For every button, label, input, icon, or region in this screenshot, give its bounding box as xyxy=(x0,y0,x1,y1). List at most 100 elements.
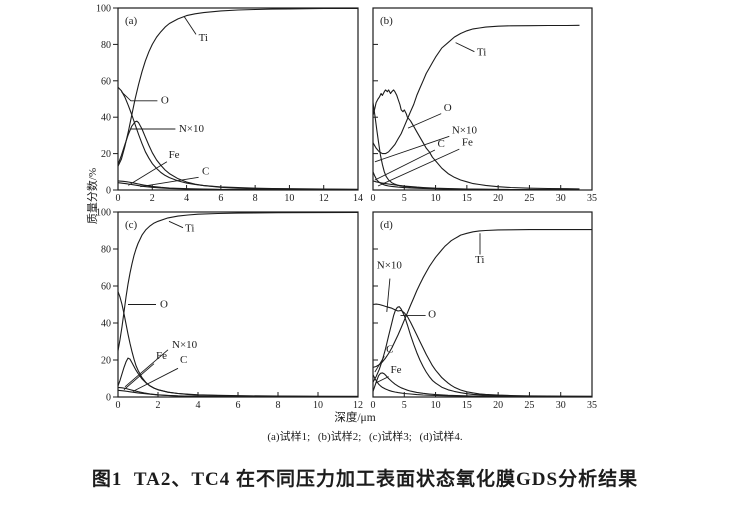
series-N×10 xyxy=(372,306,592,397)
x-tick-label: 30 xyxy=(556,193,566,204)
x-tick-label: 35 xyxy=(587,400,597,411)
series-label-C: C xyxy=(202,166,209,178)
x-tick-label: 20 xyxy=(493,193,503,204)
x-tick-label: 6 xyxy=(218,193,223,204)
leader-line-Ti xyxy=(455,42,475,53)
x-tick-label: 4 xyxy=(184,193,189,204)
panel-key-caption: (a)试样1; (b)试样2; (c)试样3; (d)试样4. xyxy=(267,431,463,443)
x-tick-label: 14 xyxy=(353,193,363,204)
x-tick-label: 2 xyxy=(156,400,161,411)
y-tick-label: 80 xyxy=(101,40,111,51)
series-label-O: O xyxy=(444,102,452,114)
series-Ti xyxy=(117,7,359,167)
leader-line-C xyxy=(140,176,199,188)
y-tick-label: 60 xyxy=(101,76,111,87)
series-N×10 xyxy=(117,120,359,191)
figure-caption: 图1 TA2、TC4 在不同压力加工表面状态氧化膜GDS分析结果 xyxy=(91,469,639,490)
x-tick-label: 25 xyxy=(524,193,534,204)
leader-line-N×10 xyxy=(386,278,391,312)
leader-line-O xyxy=(121,91,158,102)
x-tick-label: 5 xyxy=(402,400,407,411)
series-label-Fe: Fe xyxy=(169,149,180,161)
y-tick-label: 20 xyxy=(101,149,111,160)
y-tick-label: 100 xyxy=(96,4,111,15)
x-tick-label: 10 xyxy=(284,193,294,204)
series-label-Ti: Ti xyxy=(199,32,208,44)
x-axis-title: 深度/μm xyxy=(334,412,376,424)
panel-label-b: (b) xyxy=(380,15,393,27)
leader-line-N×10 xyxy=(124,349,169,388)
series-label-Ti: Ti xyxy=(475,254,484,266)
panel-label-c: (c) xyxy=(125,219,138,231)
leader-line-Fe xyxy=(128,161,168,186)
y-tick-label: 0 xyxy=(106,393,111,404)
series-O xyxy=(117,86,359,190)
leader-line-Fe xyxy=(377,148,460,187)
x-tick-label: 30 xyxy=(556,400,566,411)
x-tick-label: 4 xyxy=(196,400,201,411)
series-label-C: C xyxy=(180,354,187,366)
leader-line-C xyxy=(132,367,179,392)
x-tick-label: 8 xyxy=(276,400,281,411)
series-label-C: C xyxy=(386,344,393,356)
y-tick-label: 0 xyxy=(106,186,111,197)
subplot-b: 0 5 10 15 20 25 30 35 Ti ON×10 C Fe (b) xyxy=(371,7,597,204)
x-tick-label: 25 xyxy=(524,400,534,411)
x-tick-label: 2 xyxy=(150,193,155,204)
series-O xyxy=(372,89,580,190)
x-tick-label: 0 xyxy=(371,400,376,411)
leader-line-Fe xyxy=(123,363,155,390)
leader-line-N×10 xyxy=(374,135,450,163)
leader-line-C xyxy=(374,356,385,373)
series-label-N×10: N×10 xyxy=(172,339,198,351)
subplot-a: 0 2 4 6 8 10 12 14 0 20 40 60 80 100 Ti O N×10 Fe C (a) xyxy=(96,4,363,205)
plot-border xyxy=(372,211,593,398)
plot-border xyxy=(117,7,359,191)
series-label-Ti: Ti xyxy=(185,222,194,234)
x-tick-label: 12 xyxy=(353,400,363,411)
series-label-Fe: Fe xyxy=(391,364,402,376)
y-tick-label: 60 xyxy=(101,282,111,293)
series-N×10 xyxy=(117,357,358,397)
leader-line-O xyxy=(407,113,442,129)
x-tick-label: 15 xyxy=(462,400,472,411)
series-Ti xyxy=(372,24,580,155)
series-label-Fe: Fe xyxy=(462,136,473,148)
series-label-O: O xyxy=(161,95,169,107)
series-label-N×10: N×10 xyxy=(179,123,205,135)
series-label-O: O xyxy=(428,308,436,320)
x-tick-label: 8 xyxy=(253,193,258,204)
series-N×10 xyxy=(372,102,580,191)
x-tick-label: 12 xyxy=(319,193,329,204)
series-Fe xyxy=(372,180,580,191)
y-axis-title: 质量分数/% xyxy=(87,167,99,225)
x-tick-label: 10 xyxy=(431,400,441,411)
y-tick-label: 40 xyxy=(101,113,111,124)
x-tick-label: 35 xyxy=(587,193,597,204)
series-C xyxy=(372,372,593,398)
x-tick-label: 10 xyxy=(313,400,323,411)
leader-line-Ti xyxy=(183,15,197,35)
series-C xyxy=(117,389,359,398)
x-tick-label: 0 xyxy=(371,193,376,204)
leader-line-Fe xyxy=(375,376,389,384)
x-tick-label: 15 xyxy=(462,193,472,204)
panel-label-d: (d) xyxy=(380,219,393,231)
series-Ti xyxy=(372,229,592,368)
series-label-Fe: Fe xyxy=(156,350,167,362)
x-tick-label: 6 xyxy=(236,400,241,411)
leader-line-Ti xyxy=(168,220,184,229)
y-tick-label: 40 xyxy=(101,319,111,330)
x-tick-label: 20 xyxy=(493,400,503,411)
subplot-d: 0 5 10 15 20 25 30 35 Ti N×10 O C Fe (d) xyxy=(371,211,597,411)
x-tick-label: 5 xyxy=(402,193,407,204)
series-label-Ti: Ti xyxy=(477,46,486,58)
y-tick-label: 80 xyxy=(101,245,111,256)
x-tick-label: 0 xyxy=(116,400,121,411)
x-tick-label: 10 xyxy=(431,193,441,204)
subplot-c: 0 2 4 6 8 10 12 0 20 40 60 80 100 Ti O N×10 Fe C (c) xyxy=(96,208,363,412)
leader-line-C xyxy=(374,149,436,181)
y-tick-label: 100 xyxy=(96,208,111,219)
